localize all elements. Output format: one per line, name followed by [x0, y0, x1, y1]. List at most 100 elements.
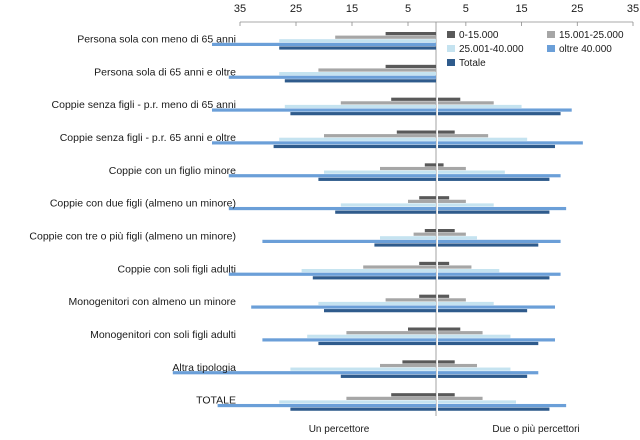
bar-left	[340, 203, 436, 207]
legend-swatch	[447, 31, 455, 38]
bar-right	[438, 166, 466, 171]
bar-left	[380, 236, 436, 240]
bar-left	[408, 327, 436, 331]
bar-left	[380, 166, 436, 171]
bar-right	[438, 229, 455, 233]
bar-right	[438, 199, 466, 203]
tick-label-right: 5	[463, 3, 469, 15]
tick-label-left: 25	[290, 3, 302, 15]
legend: 0-15.000 15.001-25.000 25.001-40.000 oltre …	[447, 30, 624, 69]
bar-right	[438, 232, 466, 236]
bar-left	[318, 68, 436, 72]
panel-title-left: Un percettore	[309, 424, 370, 435]
bar-right	[438, 134, 489, 138]
bar-right	[438, 174, 561, 178]
bar-left	[318, 177, 436, 181]
bar-right	[438, 141, 583, 145]
bar-left	[385, 64, 436, 69]
bar-left	[340, 101, 436, 105]
bar-right	[438, 396, 483, 400]
bar-left	[424, 163, 436, 167]
category-label: Monogenitori con soli figli adulti	[90, 329, 236, 341]
bar-left	[402, 360, 436, 364]
bar-right	[438, 363, 477, 368]
bar-right	[438, 341, 539, 346]
bar-left	[324, 309, 436, 313]
category-label: Coppie con un figlio minore	[109, 165, 236, 177]
bar-right	[438, 137, 528, 141]
bar-left	[228, 272, 436, 276]
bar-left	[318, 341, 436, 346]
bar-right	[438, 272, 561, 276]
legend-swatch	[547, 31, 555, 38]
bar-left	[391, 393, 436, 397]
bar-left	[312, 276, 436, 280]
bar-right	[438, 400, 516, 404]
category-label: Coppie senza figli - p.r. 65 anni e oltr…	[60, 132, 236, 144]
bar-right	[438, 108, 572, 112]
bar-right	[438, 104, 522, 109]
bar-right	[438, 97, 461, 101]
category-label: Coppie con due figli (almeno un minore)	[50, 198, 236, 210]
bar-left	[346, 331, 436, 335]
bar-left	[340, 374, 436, 378]
bar-left	[279, 400, 436, 404]
tick-label-left: 5	[405, 3, 411, 15]
legend-label: oltre 40.000	[559, 44, 612, 55]
bar-left	[335, 210, 436, 214]
bar-right	[438, 407, 550, 411]
bar-right	[438, 239, 561, 243]
bar-left	[301, 269, 436, 273]
bar-left	[279, 137, 436, 141]
bar-right	[438, 112, 561, 116]
bar-right	[438, 170, 505, 174]
bar-right	[438, 371, 539, 375]
category-label: Persona sola con meno di 65 anni	[77, 33, 236, 45]
bar-right	[438, 331, 483, 335]
tick-label-right: 25	[571, 3, 583, 15]
tick-label-right: 35	[627, 3, 639, 15]
bar-right	[438, 206, 567, 211]
bar-left	[217, 403, 436, 408]
bar-left	[228, 206, 436, 211]
bar-right	[438, 393, 455, 397]
legend-swatch	[447, 45, 455, 52]
bar-left	[391, 97, 436, 101]
bar-left	[212, 141, 436, 145]
bar-right	[438, 177, 550, 181]
bar-right	[438, 334, 511, 338]
bar-left	[380, 363, 436, 368]
bar-right	[438, 196, 450, 200]
bar-right	[438, 243, 539, 247]
bar-left	[318, 301, 436, 306]
tick-label-left: 15	[346, 3, 358, 15]
category-label: Coppie senza figli - p.r. meno di 65 ann…	[52, 99, 236, 111]
bar-left	[385, 32, 436, 36]
bar-left	[290, 367, 436, 371]
bar-right	[438, 101, 494, 105]
legend-swatch	[447, 59, 455, 66]
bar-right	[438, 236, 477, 240]
bar-left	[279, 39, 436, 43]
bar-right	[438, 374, 528, 378]
bar-left	[212, 108, 436, 112]
bar-left	[324, 170, 436, 174]
legend-label: 15.001-25.000	[559, 30, 624, 41]
panel-title-right: Due o più percettori	[492, 424, 579, 435]
bar-right	[438, 276, 550, 280]
bar-right	[438, 294, 450, 298]
bar-left	[172, 371, 437, 375]
legend-swatch	[547, 45, 555, 52]
bar-right	[438, 130, 455, 134]
bar-left	[279, 72, 436, 76]
bar-left	[413, 232, 436, 236]
category-label: Monogenitori con almeno un minore	[68, 296, 236, 308]
bar-right	[438, 210, 550, 214]
bar-left	[262, 239, 436, 243]
bar-left	[419, 261, 436, 266]
tick-label-left: 35	[234, 3, 246, 15]
bar-left	[279, 46, 436, 50]
bar-right	[438, 265, 472, 269]
bar-left	[335, 35, 436, 39]
bar-right	[438, 327, 461, 331]
